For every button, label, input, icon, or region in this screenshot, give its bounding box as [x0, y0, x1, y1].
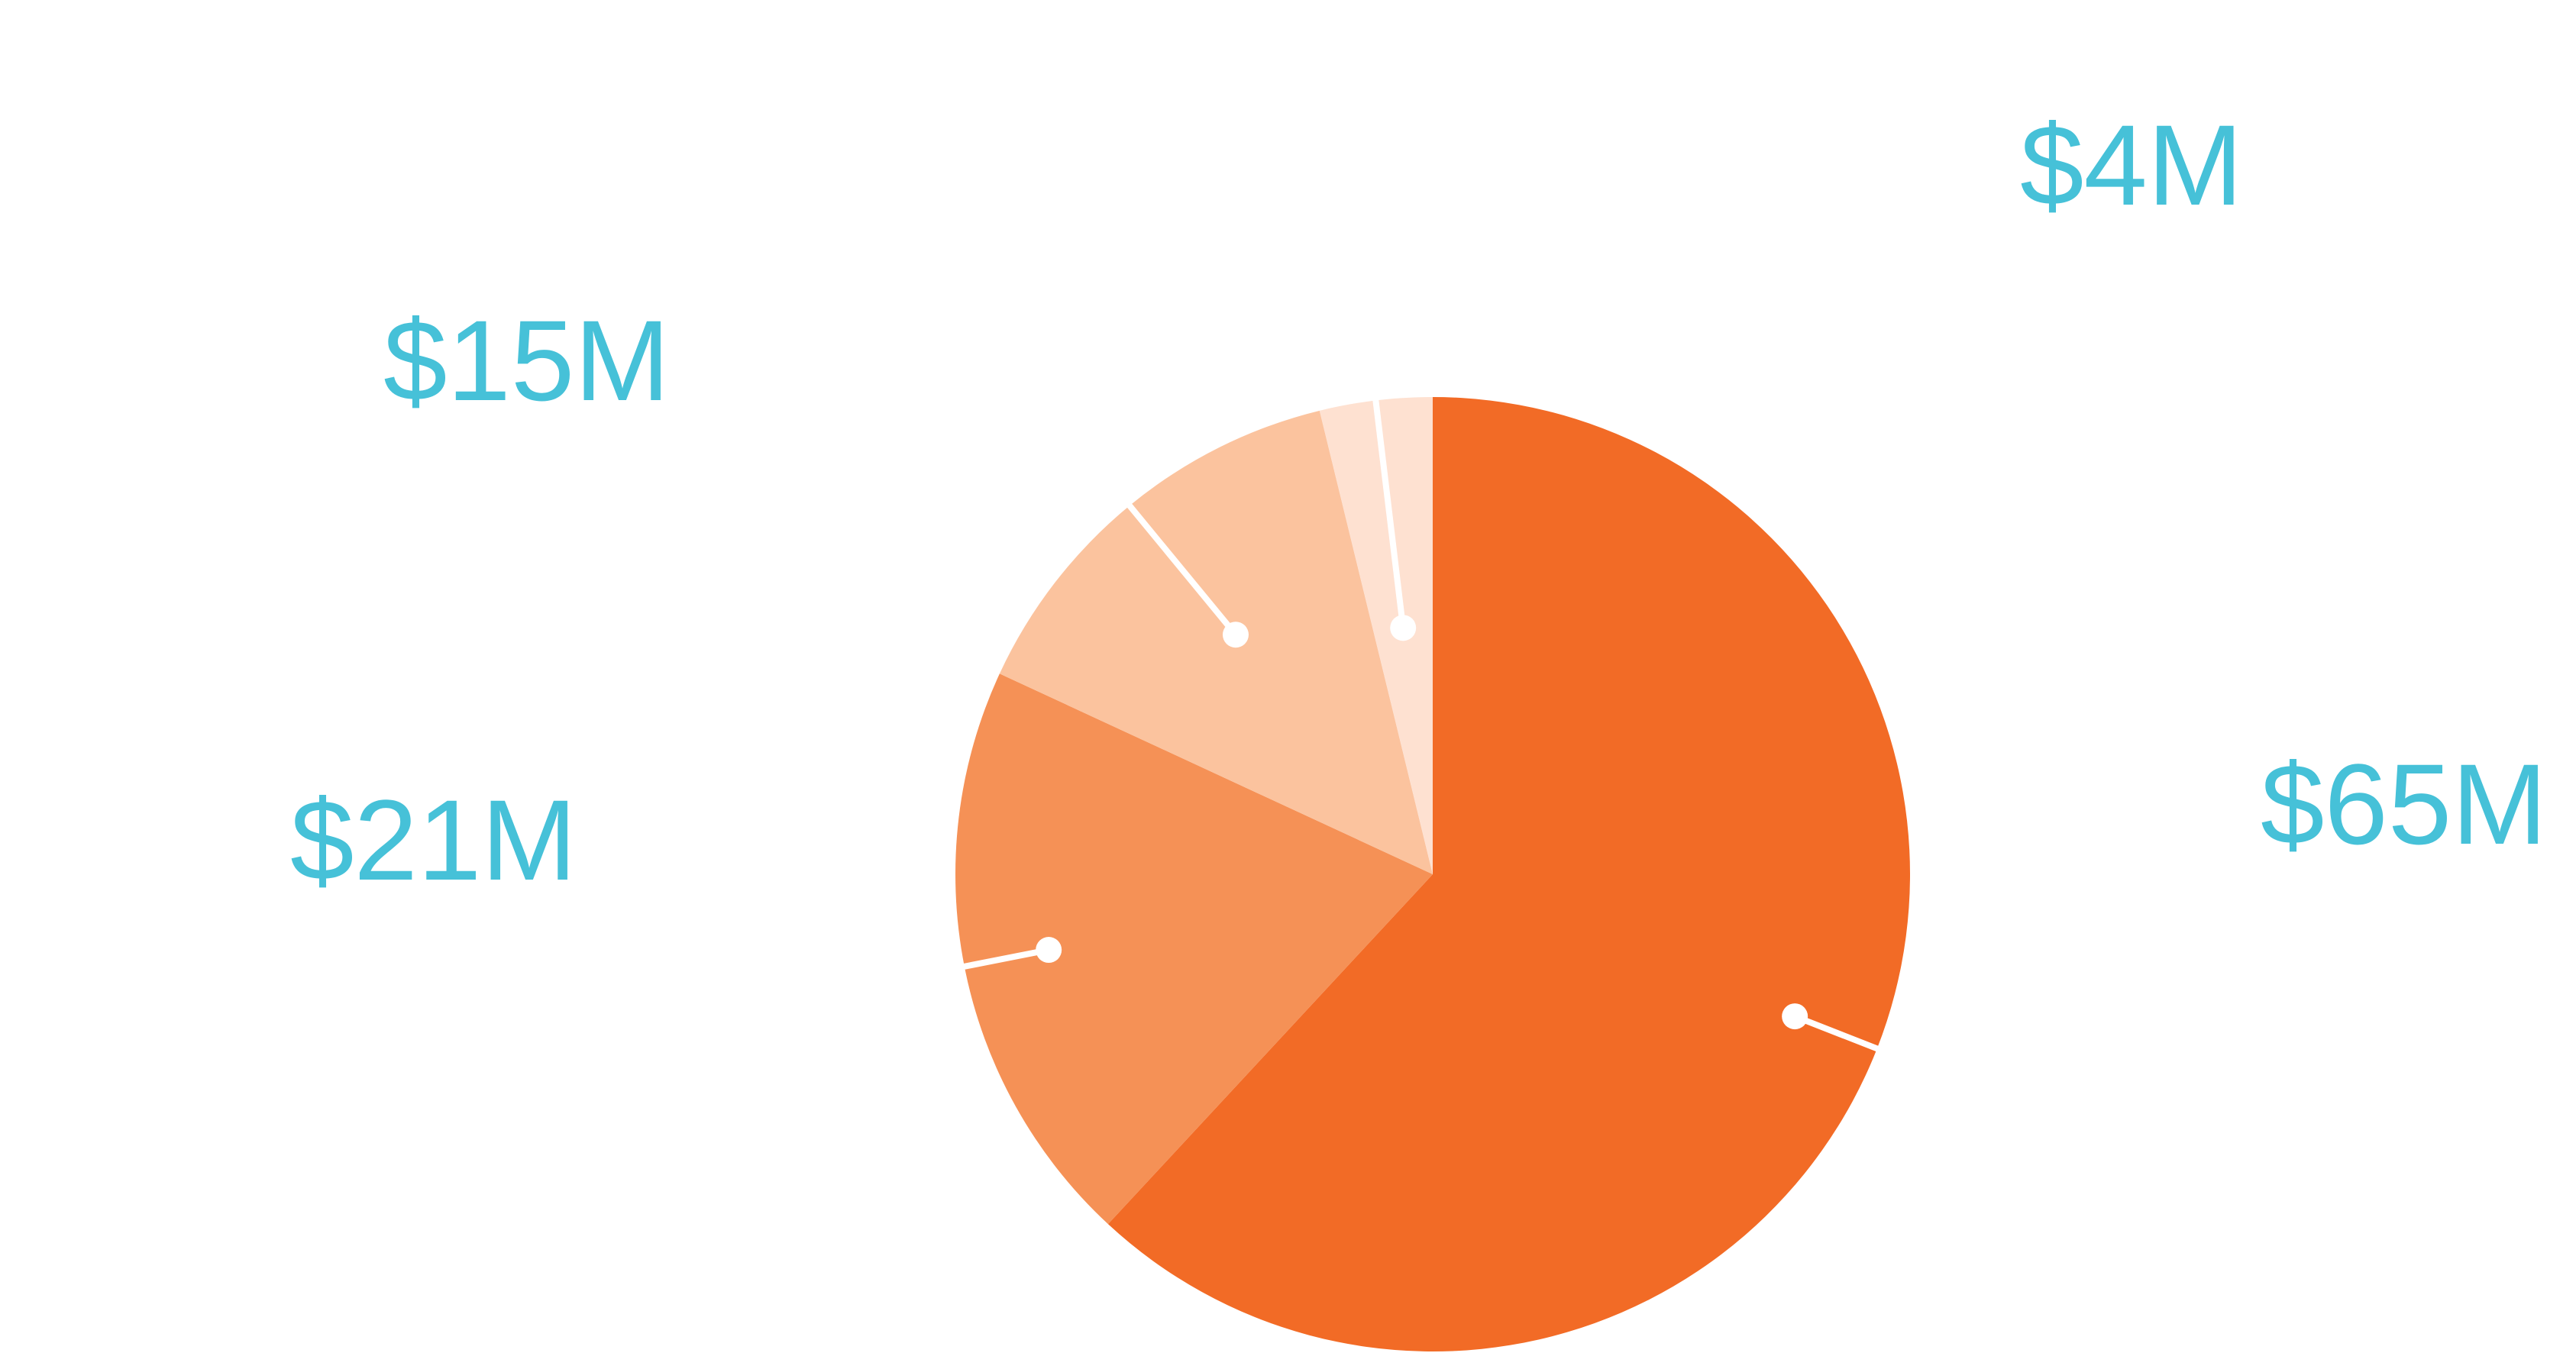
leader-dot [1036, 937, 1062, 964]
pie-slice-21m [955, 673, 1433, 1225]
value-labels: $65M $21M $15M $4M [290, 101, 2547, 904]
leader-line [962, 947, 1049, 970]
leader-lines [962, 399, 1880, 1052]
leader-dot [1390, 615, 1417, 641]
value-label-21m: $21M [290, 776, 577, 904]
leader-dot [1222, 622, 1249, 648]
leader-line [1126, 502, 1239, 637]
leader-dot [1782, 1003, 1808, 1030]
leader-line [1793, 1013, 1880, 1052]
value-label-4m: $4M [2020, 101, 2243, 229]
pie-slice-4m [1319, 397, 1433, 874]
pie-slices [955, 397, 1911, 1351]
leader-line [1372, 399, 1407, 628]
pie-slice-15m [999, 410, 1433, 874]
value-label-15m: $15M [383, 296, 670, 425]
value-label-65m: $65M [2261, 740, 2547, 868]
pie-slice-65m [1107, 397, 1911, 1351]
